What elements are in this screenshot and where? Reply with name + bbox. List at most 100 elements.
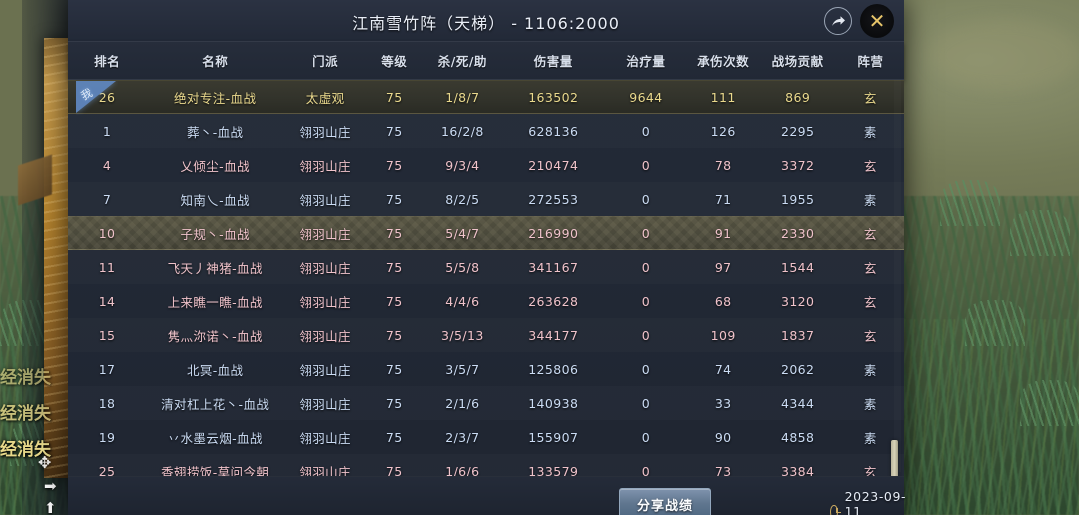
cell-camp: 玄	[863, 90, 877, 106]
table-row[interactable]: 25 香翅捞饭-莫问今朝 翎羽山庄 75 1/6/6 133579 0 73 3384 玄	[68, 454, 904, 477]
clock-icon	[830, 504, 840, 515]
cell-healing: 0	[641, 259, 651, 275]
table-row[interactable]: 7 知南乀-血战 翎羽山庄 75 8/2/5 272553 0 71 1955 素	[68, 182, 904, 216]
cell-contribution: 2062	[780, 361, 815, 377]
scrollbar-thumb[interactable]	[891, 440, 898, 488]
cell-rank: 1	[102, 123, 112, 139]
cell-rank: 17	[98, 361, 116, 377]
grass-tuft	[965, 300, 1025, 346]
column-header-level: 等级	[381, 54, 408, 69]
move-cross-icon[interactable]: ✥	[38, 453, 52, 472]
cell-healing: 0	[641, 293, 651, 309]
cell-kda: 3/5/13	[441, 327, 484, 343]
cell-healing: 0	[641, 123, 651, 139]
cell-rank: 15	[98, 327, 116, 343]
cell-kda: 9/3/4	[445, 157, 480, 173]
cell-level: 75	[385, 463, 403, 477]
cell-taken: 74	[714, 361, 732, 377]
cell-level: 75	[385, 225, 403, 241]
cell-damage: 216990	[528, 225, 579, 241]
cell-taken: 90	[714, 429, 732, 445]
cell-damage: 125806	[528, 361, 579, 377]
timestamp-group: 2023-09-11 20:11:53	[830, 489, 912, 515]
cell-level: 75	[385, 327, 403, 343]
cell-name: 上来瞧一瞧-血战	[167, 294, 263, 310]
cell-contribution: 1837	[780, 327, 815, 343]
decorative-banner	[44, 38, 68, 478]
table-row[interactable]: 4 乂倾尘-血战 翎羽山庄 75 9/3/4 210474 0 78 3372 玄	[68, 148, 904, 182]
chat-line: 经消失	[0, 368, 51, 388]
cell-guild: 翎羽山庄	[299, 294, 351, 310]
table-row[interactable]: 1 葬丶-血战 翎羽山庄 75 16/2/8 628136 0 126 2295 素	[68, 114, 904, 148]
table-body: 我 26 绝对专注-血战 太虚观 75 1/8/7 163502 9644 111 869 玄 1 葬丶…	[68, 80, 904, 476]
cell-damage: 272553	[528, 191, 579, 207]
table-row[interactable]: 14 上来瞧一瞧-血战 翎羽山庄 75 4/4/6 263628 0 68 3120 玄	[68, 284, 904, 318]
cell-camp: 素	[863, 396, 877, 412]
cell-guild: 翎羽山庄	[299, 396, 351, 412]
cell-camp: 玄	[863, 226, 877, 242]
cell-level: 75	[385, 361, 403, 377]
scrollbar-track[interactable]	[891, 80, 901, 488]
cell-guild: 翎羽山庄	[299, 124, 351, 140]
cell-guild: 翎羽山庄	[299, 192, 351, 208]
cell-healing: 0	[641, 463, 651, 477]
arrow-right-icon[interactable]: ➡	[44, 477, 57, 495]
cell-name: 清对杠上花丶-血战	[161, 396, 270, 412]
grass-tuft	[1020, 380, 1079, 426]
cell-healing: 0	[641, 225, 651, 241]
cell-kda: 1/6/6	[445, 463, 480, 477]
cell-guild: 翎羽山庄	[299, 464, 351, 477]
cell-level: 75	[385, 259, 403, 275]
cell-taken: 33	[714, 395, 732, 411]
cell-camp: 玄	[863, 464, 877, 477]
cell-kda: 2/1/6	[445, 395, 480, 411]
cell-kda: 16/2/8	[441, 123, 484, 139]
cell-rank: 10	[98, 225, 116, 241]
cell-level: 75	[385, 429, 403, 445]
table-row[interactable]: 我 26 绝对专注-血战 太虚观 75 1/8/7 163502 9644 111 869 玄	[68, 80, 904, 114]
table-row[interactable]: 19 丷水墨云烟-血战 翎羽山庄 75 2/3/7 155907 0 90 4858 素	[68, 420, 904, 454]
cell-name: 香翅捞饭-莫问今朝	[161, 464, 270, 477]
scoreboard-table: 排名 名称 门派 等级 杀/死/助 伤害量 治疗量 承伤次数 战场贡献 阵营 我…	[68, 42, 904, 488]
share-battle-record-button[interactable]: 分享战绩	[619, 488, 711, 515]
cell-rank: 4	[102, 157, 112, 173]
cell-name: 丷水墨云烟-血战	[167, 430, 263, 446]
cell-guild: 翎羽山庄	[299, 362, 351, 378]
close-icon[interactable]: ✕	[860, 4, 894, 38]
table-row[interactable]: 10 子规丶-血战 翎羽山庄 75 5/4/7 216990 0 91 2330 玄	[68, 216, 904, 250]
cell-camp: 素	[863, 430, 877, 446]
share-arrow-icon[interactable]	[824, 7, 852, 35]
cell-damage: 140938	[528, 395, 579, 411]
cell-damage: 341167	[528, 259, 579, 275]
table-row[interactable]: 11 飞天丿神猪-血战 翎羽山庄 75 5/5/8 341167 0 97 1544 玄	[68, 250, 904, 284]
cell-guild: 翎羽山庄	[299, 260, 351, 276]
cell-name: 葬丶-血战	[186, 124, 244, 140]
cell-level: 75	[385, 123, 403, 139]
cell-guild: 太虚观	[305, 90, 345, 106]
column-header-damage: 伤害量	[533, 54, 573, 69]
cell-damage: 344177	[528, 327, 579, 343]
cell-name: 乂倾尘-血战	[180, 158, 250, 174]
table-row[interactable]: 15 隽灬沵诺丶-血战 翎羽山庄 75 3/5/13 344177 0 109 1837 玄	[68, 318, 904, 352]
movement-pad[interactable]: ✥ ➡ ⬆	[30, 455, 76, 515]
cell-level: 75	[385, 191, 403, 207]
timestamp-text: 2023-09-11 20:11:53	[844, 489, 907, 515]
table-row[interactable]: 17 北冥-血战 翎羽山庄 75 3/5/7 125806 0 74 2062 素	[68, 352, 904, 386]
cell-taken: 91	[714, 225, 732, 241]
panel-header: 江南雪竹阵（天梯） - 1106:2000 ✕	[68, 0, 904, 42]
cell-guild: 翎羽山庄	[299, 226, 351, 242]
cell-level: 75	[385, 89, 403, 105]
cell-name: 绝对专注-血战	[174, 90, 257, 106]
cell-level: 75	[385, 157, 403, 173]
cell-kda: 8/2/5	[445, 191, 480, 207]
cell-contribution: 2330	[780, 225, 815, 241]
table-row[interactable]: 18 清对杠上花丶-血战 翎羽山庄 75 2/1/6 140938 0 33 4344 素	[68, 386, 904, 420]
arrow-up-icon[interactable]: ⬆	[44, 499, 57, 515]
cell-rank: 11	[98, 259, 116, 275]
cell-name: 飞天丿神猪-血战	[167, 260, 263, 276]
cell-guild: 翎羽山庄	[299, 158, 351, 174]
cell-contribution: 1544	[780, 259, 815, 275]
cell-rank: 25	[98, 463, 116, 477]
cell-damage: 263628	[528, 293, 579, 309]
cell-camp: 玄	[863, 294, 877, 310]
